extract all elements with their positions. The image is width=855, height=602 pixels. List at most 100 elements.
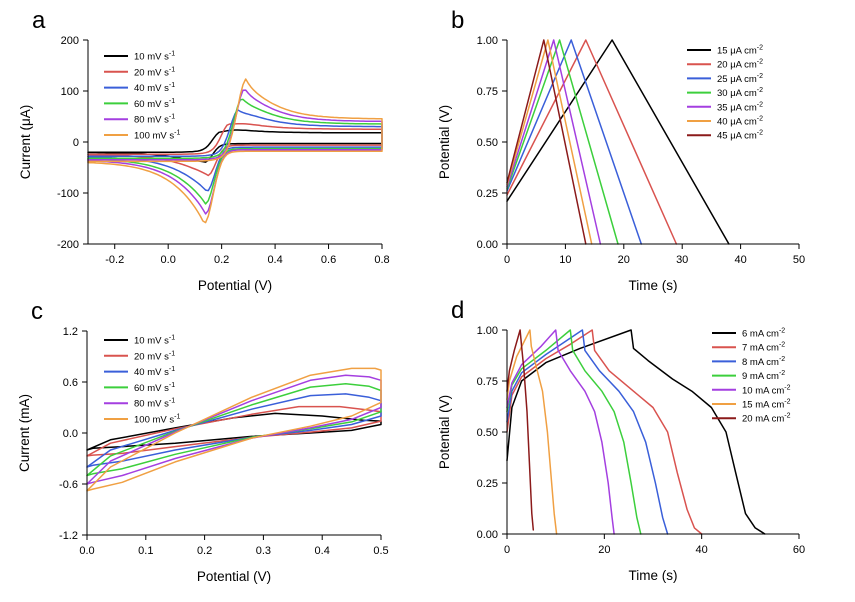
series-line-d-2 [506,329,669,535]
series-line-d-0 [506,329,766,535]
legend-label-d-6: 20 mA cm-2 [742,413,791,425]
x-tick-label-b-1: 10 [559,254,571,266]
legend-label-sup-d-2: -2 [779,356,785,363]
x-tick-label-a-2: 0.2 [214,254,229,266]
y-tick-label-a-0: -200 [57,239,79,251]
legend-c: 10 mV s-120 mV s-140 mV s-160 mV s-180 m… [104,335,180,426]
y-tick-label-b-3: 0.75 [477,86,498,98]
legend-label-text-a-0: 10 mV s [134,52,169,63]
legend-label-text-b-4: 35 μA cm [717,102,757,113]
y-tick-label-a-2: 0 [73,137,79,149]
legend-label-sup-c-5: -1 [174,414,180,421]
x-tick-label-c-2: 0.2 [197,545,212,557]
legend-label-d-3: 9 mA cm-2 [742,370,785,382]
legend-label-sup-c-4: -1 [169,398,175,405]
legend-label-sup-c-1: -1 [169,350,175,357]
x-tick-label-d-3: 60 [793,544,805,556]
legend-label-sup-b-3: -2 [757,87,763,94]
legend-label-text-c-3: 60 mV s [134,383,169,394]
legend-label-b-6: 45 μA cm-2 [717,130,763,142]
y-tick-label-d-3: 0.75 [477,376,498,388]
legend-label-b-5: 40 μA cm-2 [717,116,763,128]
y-tick-label-d-4: 1.00 [477,325,498,337]
legend-label-d-5: 15 mA cm-2 [742,399,791,411]
y-tick-label-c-1: -0.6 [59,479,78,491]
legend-b: 15 μA cm-220 μA cm-225 μA cm-230 μA cm-2… [687,45,763,142]
legend-label-text-d-4: 10 mA cm [742,385,784,396]
legend-label-text-a-3: 60 mV s [134,99,169,110]
series-line-d-1 [506,329,703,535]
legend-label-sup-c-0: -1 [169,335,175,342]
x-tick-label-b-0: 0 [504,254,510,266]
legend-label-a-5: 100 mV s-1 [134,130,180,142]
legend-label-c-3: 60 mV s-1 [134,382,175,394]
x-tick-label-b-5: 50 [793,254,805,266]
legend-label-text-d-1: 7 mA cm [742,343,779,354]
legend-label-sup-d-4: -2 [784,384,790,391]
legend-label-b-4: 35 μA cm-2 [717,101,763,113]
legend-label-sup-a-2: -1 [169,82,175,89]
legend-label-a-3: 60 mV s-1 [134,98,175,110]
legend-label-a-4: 80 mV s-1 [134,114,175,126]
legend-label-sup-d-6: -2 [784,413,790,420]
legend-label-sup-d-5: -2 [784,399,790,406]
legend-label-text-a-2: 40 mV s [134,83,169,94]
legend-d: 6 mA cm-27 mA cm-28 mA cm-29 mA cm-210 m… [712,328,791,425]
legend-label-d-0: 6 mA cm-2 [742,328,785,340]
legend-label-sup-d-0: -2 [779,328,785,335]
series-line-b-0 [506,39,730,245]
y-axis-title-c: Current (mA) [17,394,32,472]
y-tick-label-a-1: -100 [57,188,79,200]
series-line-b-3 [506,39,619,245]
legend-label-text-d-2: 8 mA cm [742,357,779,368]
legend-label-sup-c-3: -1 [169,382,175,389]
series-line-b-2 [506,39,643,245]
legend-label-b-1: 20 μA cm-2 [717,59,763,71]
legend-label-a-2: 40 mV s-1 [134,82,175,94]
series-line-d-4 [506,329,615,535]
x-tick-label-c-3: 0.3 [256,545,271,557]
y-axis-title-a: Current (μA) [18,105,33,180]
series-line-a-5 [87,78,383,224]
x-axis-title-a: Potential (V) [198,278,272,293]
y-tick-label-c-2: 0.0 [63,428,78,440]
x-tick-label-d-0: 0 [504,544,510,556]
legend-label-sup-d-1: -2 [779,342,785,349]
legend-label-text-b-3: 30 μA cm [717,88,757,99]
legend-label-c-0: 10 mV s-1 [134,335,175,347]
legend-label-text-a-4: 80 mV s [134,115,169,126]
legend-label-sup-b-4: -2 [757,101,763,108]
legend-label-text-b-0: 15 μA cm [717,46,757,57]
series-line-b-4 [506,39,602,245]
legend-label-b-3: 30 μA cm-2 [717,87,763,99]
legend-label-c-5: 100 mV s-1 [134,414,180,426]
legend-label-sup-c-2: -1 [169,366,175,373]
legend-label-sup-d-3: -2 [779,370,785,377]
legend-label-text-c-1: 20 mV s [134,351,169,362]
legend-label-text-b-6: 45 μA cm [717,131,757,142]
legend-label-text-b-5: 40 μA cm [717,117,757,128]
y-tick-label-d-0: 0.00 [477,529,498,541]
panel-letter-a: a [32,7,46,34]
x-tick-label-c-4: 0.4 [315,545,330,557]
legend-label-sup-a-3: -1 [169,98,175,105]
legend-label-text-a-1: 20 mV s [134,67,169,78]
y-tick-label-b-2: 0.50 [477,137,498,149]
legend-label-text-c-5: 100 mV s [134,415,174,426]
legend-label-sup-b-1: -2 [757,59,763,66]
y-axis-title-d: Potential (V) [437,395,452,469]
legend-label-text-d-3: 9 mA cm [742,371,779,382]
legend-label-sup-b-0: -2 [757,45,763,52]
legend-label-text-c-0: 10 mV s [134,336,169,347]
y-tick-label-d-1: 0.25 [477,478,498,490]
x-tick-label-a-1: 0.0 [161,254,176,266]
legend-label-text-d-0: 6 mA cm [742,329,779,340]
legend-label-sup-b-5: -2 [757,116,763,123]
legend-label-c-4: 80 mV s-1 [134,398,175,410]
y-tick-label-c-3: 0.6 [63,377,78,389]
legend-label-b-2: 25 μA cm-2 [717,73,763,85]
x-tick-label-b-3: 30 [676,254,688,266]
y-tick-label-a-4: 200 [61,35,79,47]
y-tick-label-a-3: 100 [61,86,79,98]
legend-label-b-0: 15 μA cm-2 [717,45,763,57]
